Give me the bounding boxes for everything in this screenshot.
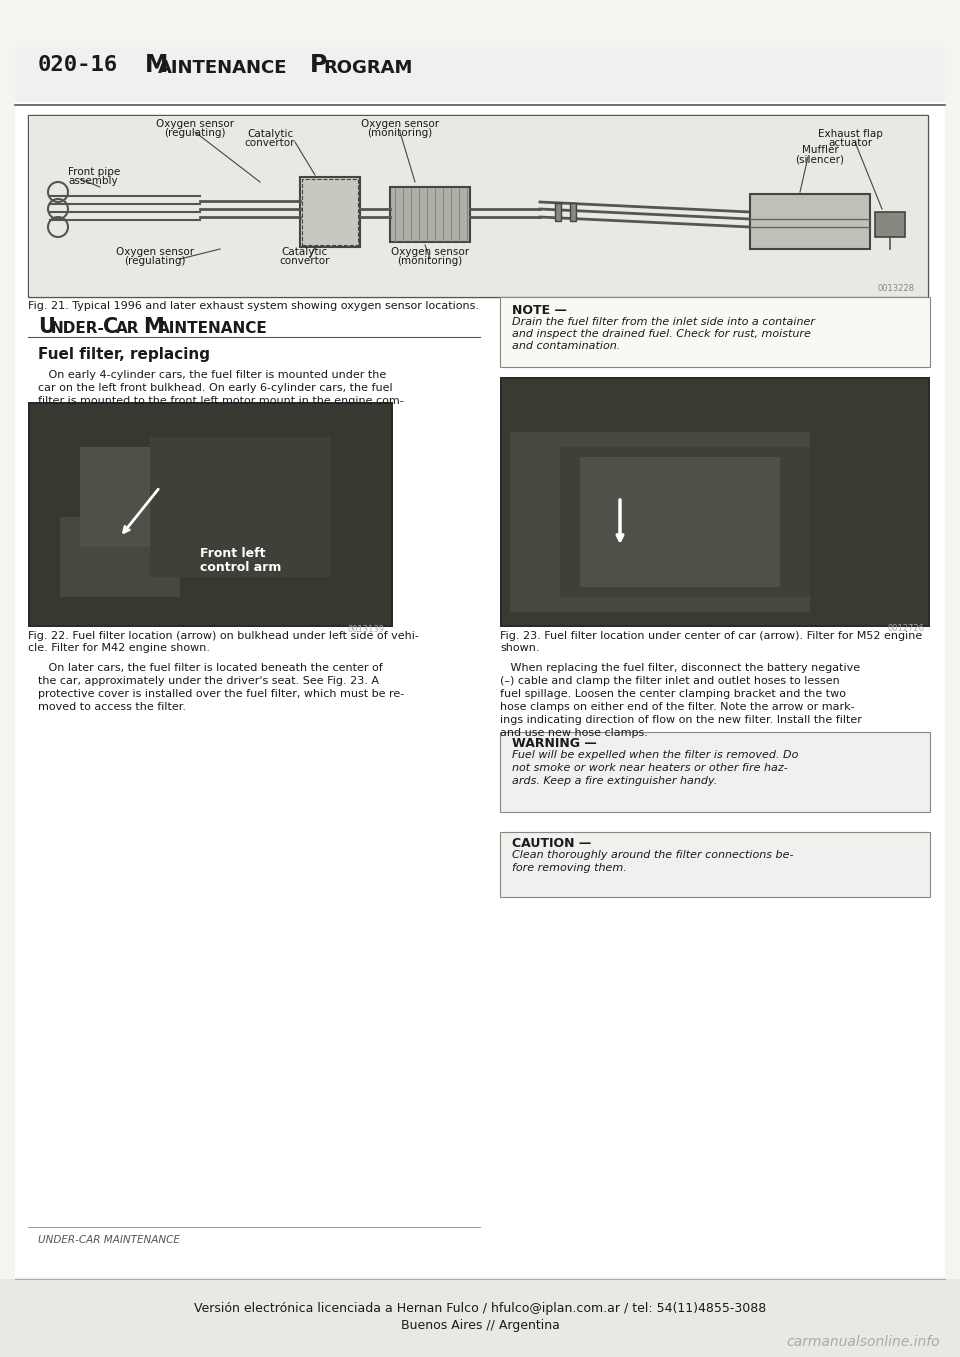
- Text: convertor: convertor: [279, 256, 330, 266]
- Text: M: M: [143, 318, 164, 337]
- Text: Exhaust flap: Exhaust flap: [818, 129, 882, 138]
- Text: Clean thoroughly around the filter connections be-: Clean thoroughly around the filter conne…: [512, 849, 794, 860]
- Text: 0012726: 0012726: [888, 624, 925, 632]
- Bar: [30, 404, 391, 626]
- Text: Oxygen sensor: Oxygen sensor: [391, 247, 469, 256]
- Bar: [500, 832, 930, 897]
- Text: NDER-: NDER-: [51, 322, 105, 337]
- Text: Oxygen sensor: Oxygen sensor: [156, 119, 234, 129]
- Bar: [0, 1280, 960, 1357]
- Bar: [60, 517, 180, 597]
- Bar: [302, 179, 358, 246]
- Bar: [750, 194, 870, 248]
- Bar: [28, 115, 928, 297]
- Text: Oxygen sensor: Oxygen sensor: [361, 119, 439, 129]
- Text: ards. Keep a fire extinguisher handy.: ards. Keep a fire extinguisher handy.: [512, 776, 717, 786]
- Text: car on the left front bulkhead. On early 6-cylinder cars, the fuel: car on the left front bulkhead. On early…: [38, 383, 393, 394]
- Text: fore removing them.: fore removing them.: [512, 863, 627, 873]
- Text: fuel spillage. Loosen the center clamping bracket and the two: fuel spillage. Loosen the center clampin…: [500, 689, 846, 699]
- Text: Fig. 21. Typical 1996 and later exhaust system showing oxygen sensor locations.: Fig. 21. Typical 1996 and later exhaust …: [28, 301, 479, 311]
- Text: protective cover is installed over the fuel filter, which must be re-: protective cover is installed over the f…: [38, 689, 404, 699]
- Text: Fuel filter, replacing: Fuel filter, replacing: [38, 347, 210, 362]
- Text: 0013139: 0013139: [348, 626, 385, 634]
- Text: Catalytic: Catalytic: [282, 247, 328, 256]
- Text: partment. See Fig. 22.: partment. See Fig. 22.: [38, 408, 162, 419]
- Text: Drain the fuel filter from the inlet side into a container: Drain the fuel filter from the inlet sid…: [512, 318, 815, 327]
- Text: Catalytic: Catalytic: [247, 129, 293, 138]
- Text: M: M: [145, 53, 168, 77]
- Text: Front pipe: Front pipe: [68, 167, 120, 176]
- Bar: [510, 432, 810, 612]
- Text: 020-16: 020-16: [38, 56, 118, 75]
- Text: Versión electrónica licenciada a Hernan Fulco / hfulco@iplan.com.ar / tel: 54(11: Versión electrónica licenciada a Hernan …: [194, 1301, 766, 1315]
- Bar: [560, 446, 810, 597]
- Text: actuator: actuator: [828, 138, 872, 148]
- Text: Oxygen sensor: Oxygen sensor: [116, 247, 194, 256]
- Bar: [570, 204, 576, 221]
- Text: 0013228: 0013228: [878, 284, 915, 293]
- Text: filter is mounted to the front left motor mount in the engine com-: filter is mounted to the front left moto…: [38, 396, 404, 406]
- Text: UNDER-CAR MAINTENANCE: UNDER-CAR MAINTENANCE: [38, 1235, 180, 1244]
- Text: convertor: convertor: [245, 138, 296, 148]
- Bar: [500, 297, 930, 366]
- Text: Buenos Aires // Argentina: Buenos Aires // Argentina: [400, 1319, 560, 1333]
- Text: ings indicating direction of flow on the new filter. Install the filter: ings indicating direction of flow on the…: [500, 715, 862, 725]
- Text: hose clamps on either end of the filter. Note the arrow or mark-: hose clamps on either end of the filter.…: [500, 702, 854, 712]
- Text: assembly: assembly: [68, 176, 118, 186]
- Text: WARNING —: WARNING —: [512, 737, 597, 750]
- Text: Fig. 23. Fuel filter location under center of car (arrow). Filter for M52 engine: Fig. 23. Fuel filter location under cent…: [500, 631, 923, 653]
- Text: Fig. 22. Fuel filter location (arrow) on bulkhead under left side of vehi-
cle. : Fig. 22. Fuel filter location (arrow) on…: [28, 631, 419, 653]
- Text: control arm: control arm: [200, 560, 281, 574]
- Text: (–) cable and clamp the filter inlet and outlet hoses to lessen: (–) cable and clamp the filter inlet and…: [500, 676, 840, 687]
- Text: (monitoring): (monitoring): [368, 128, 433, 138]
- Bar: [390, 187, 470, 242]
- Text: moved to access the filter.: moved to access the filter.: [38, 702, 186, 712]
- Text: and use new hose clamps.: and use new hose clamps.: [500, 727, 648, 738]
- Text: (regulating): (regulating): [164, 128, 226, 138]
- Text: and inspect the drained fuel. Check for rust, moisture: and inspect the drained fuel. Check for …: [512, 328, 811, 339]
- Text: AINTENANCE: AINTENANCE: [158, 58, 287, 77]
- Text: AR: AR: [116, 322, 139, 337]
- Text: P: P: [310, 53, 327, 77]
- Bar: [300, 176, 360, 247]
- Bar: [150, 437, 330, 577]
- Bar: [15, 47, 945, 102]
- Bar: [500, 377, 930, 627]
- Text: AINTENANCE: AINTENANCE: [158, 322, 268, 337]
- Text: On early 4-cylinder cars, the fuel filter is mounted under the: On early 4-cylinder cars, the fuel filte…: [38, 370, 386, 380]
- Bar: [500, 731, 930, 811]
- Text: not smoke or work near heaters or other fire haz-: not smoke or work near heaters or other …: [512, 763, 788, 773]
- Text: and contamination.: and contamination.: [512, 341, 620, 351]
- Text: (silencer): (silencer): [796, 153, 845, 164]
- Bar: [15, 81, 945, 1277]
- Bar: [29, 115, 927, 296]
- Text: (monitoring): (monitoring): [397, 256, 463, 266]
- Bar: [29, 115, 927, 296]
- Bar: [580, 457, 780, 588]
- Text: (regulating): (regulating): [124, 256, 185, 266]
- Text: ROGRAM: ROGRAM: [323, 58, 413, 77]
- Text: When replacing the fuel filter, disconnect the battery negative: When replacing the fuel filter, disconne…: [500, 664, 860, 673]
- Bar: [555, 204, 561, 221]
- Text: C: C: [103, 318, 118, 337]
- Text: the car, approximately under the driver's seat. See Fig. 23. A: the car, approximately under the driver'…: [38, 676, 379, 687]
- Text: carmanualsonline.info: carmanualsonline.info: [786, 1335, 940, 1349]
- Bar: [28, 402, 393, 627]
- Text: Muffler: Muffler: [802, 145, 838, 155]
- Text: Front left: Front left: [200, 547, 266, 560]
- Text: U: U: [38, 318, 55, 337]
- Text: Fuel will be expelled when the filter is removed. Do: Fuel will be expelled when the filter is…: [512, 750, 799, 760]
- Text: On later cars, the fuel filter is located beneath the center of: On later cars, the fuel filter is locate…: [38, 664, 383, 673]
- Bar: [875, 212, 905, 237]
- Bar: [502, 379, 928, 626]
- Text: NOTE —: NOTE —: [512, 304, 566, 318]
- Bar: [80, 446, 280, 547]
- Text: CAUTION —: CAUTION —: [512, 837, 591, 849]
